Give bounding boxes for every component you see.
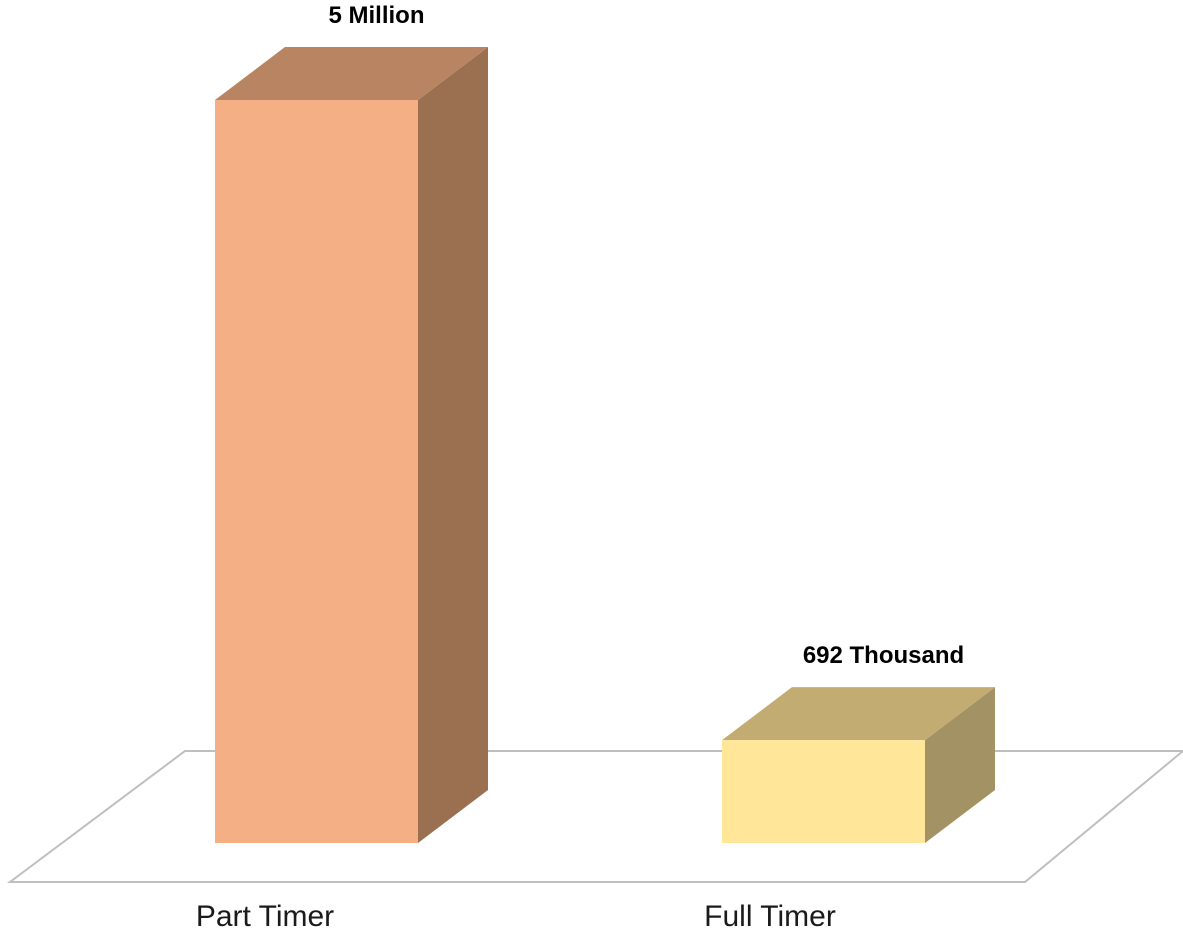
- bars-group: [215, 47, 995, 843]
- category-label-full-timer: Full Timer: [704, 900, 836, 933]
- bar-side-full-timer: [925, 687, 995, 843]
- chart-floor: [6, 750, 1183, 883]
- bar-part-timer: [215, 100, 418, 843]
- labels-group: 5 Million Part Timer 692 Thousand Full Time…: [196, 2, 964, 933]
- category-label-part-timer: Part Timer: [196, 900, 334, 933]
- bar-full-timer: [722, 740, 925, 843]
- bar-top-full-timer: [722, 687, 995, 741]
- data-label-part-timer: 5 Million: [329, 2, 425, 29]
- bar-side-part-timer: [418, 47, 488, 843]
- data-label-full-timer: 692 Thousand: [803, 642, 964, 669]
- bar-top-part-timer: [215, 47, 488, 100]
